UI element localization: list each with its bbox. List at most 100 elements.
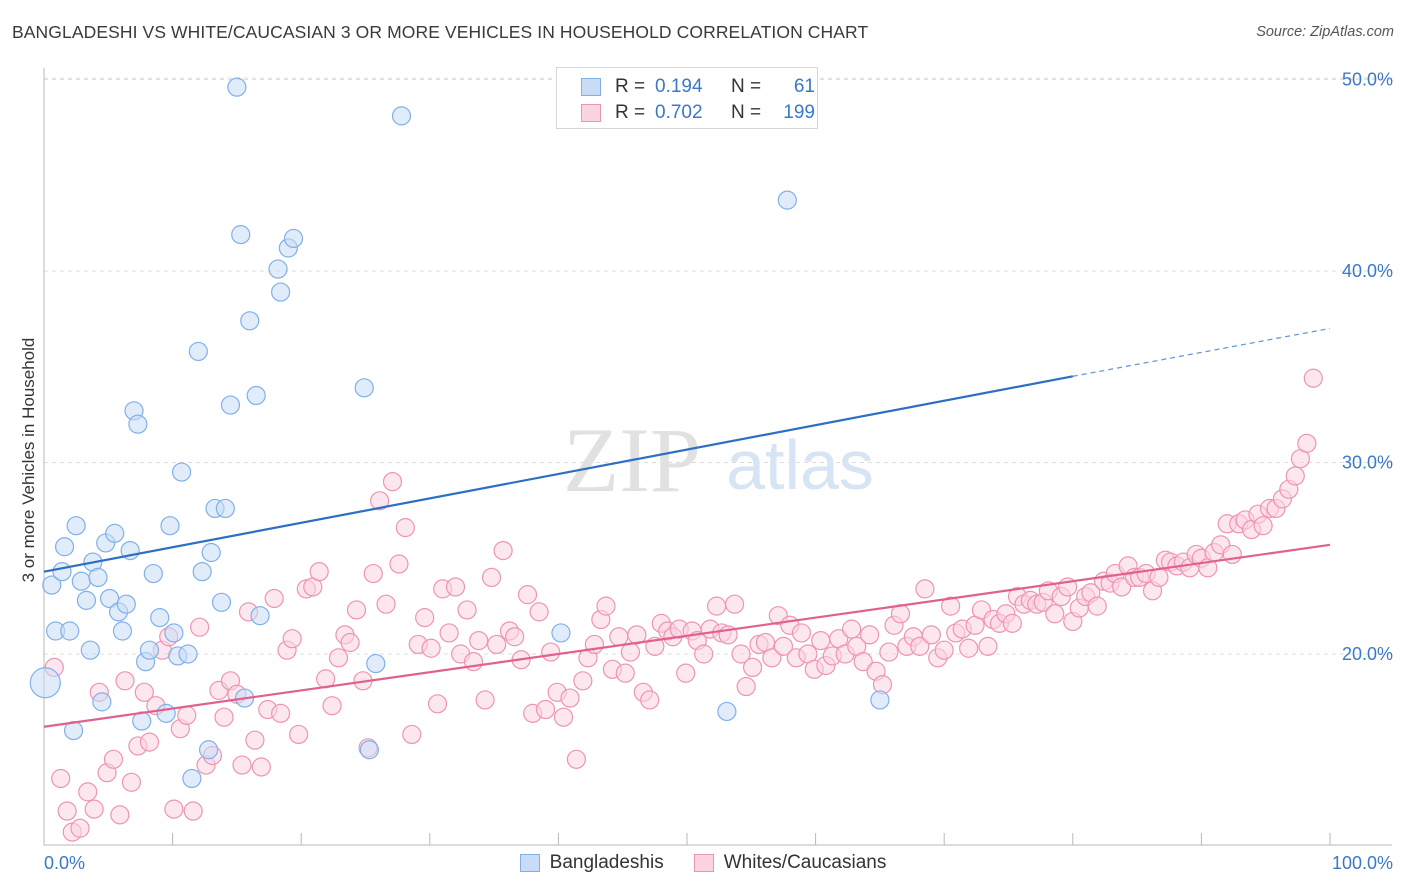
data-point <box>445 577 466 597</box>
data-point <box>777 190 797 210</box>
data-point <box>376 594 396 614</box>
data-point <box>1285 466 1305 486</box>
data-point <box>29 667 61 699</box>
data-point <box>870 690 890 710</box>
data-point <box>1002 613 1022 633</box>
data-point <box>110 805 130 825</box>
watermark: ZIP atlas <box>563 409 874 511</box>
data-point <box>553 707 574 727</box>
stats-legend: R = 0.194 N = 61 R = 0.702 N = 199 <box>556 67 818 129</box>
data-point <box>596 596 616 616</box>
legend-item-whites[interactable]: Whites/Caucasians <box>693 852 887 874</box>
data-point <box>164 623 184 643</box>
data-point <box>80 640 100 660</box>
data-point <box>340 632 360 653</box>
data-point <box>42 575 62 595</box>
data-point <box>541 642 561 662</box>
data-point <box>250 606 270 626</box>
stats-swatch-whites <box>581 104 601 122</box>
data-point <box>860 625 880 645</box>
data-point <box>220 395 241 415</box>
data-point <box>139 732 160 752</box>
data-point <box>493 540 513 561</box>
data-point <box>706 596 727 616</box>
data-point <box>560 688 580 708</box>
data-point <box>150 608 170 628</box>
y-tick-labels: 20.0% 30.0% 40.0% 50.0% <box>1342 70 1393 665</box>
data-point <box>934 640 954 660</box>
data-point <box>1297 433 1317 453</box>
data-point <box>60 621 80 641</box>
data-point <box>427 694 448 714</box>
watermark-atlas: atlas <box>726 426 874 504</box>
data-point <box>354 378 374 398</box>
data-point <box>469 630 489 651</box>
data-point <box>382 472 403 492</box>
data-point <box>282 629 302 649</box>
chart-title: BANGLADESHI VS WHITE/CAUCASIAN 3 OR MORE… <box>12 22 869 42</box>
data-point <box>328 648 349 668</box>
legend-swatch-whites <box>693 854 714 872</box>
data-point <box>121 772 142 792</box>
y-tick-label: 40.0% <box>1342 261 1393 281</box>
data-point <box>156 703 176 723</box>
data-point <box>289 724 309 745</box>
data-point <box>402 724 422 745</box>
data-point <box>264 588 284 609</box>
data-point <box>283 228 304 249</box>
legend-label-bangladeshis: Bangladeshis <box>549 852 664 873</box>
data-point <box>573 671 593 691</box>
data-point <box>853 652 873 672</box>
data-point <box>182 768 202 789</box>
data-point <box>389 554 409 574</box>
stats-row-bangladeshis: R = 0.194 N = 61 <box>581 75 815 99</box>
stats-n-label: N = <box>731 102 762 123</box>
data-point <box>529 602 549 622</box>
data-point <box>227 77 247 97</box>
data-point <box>88 567 108 588</box>
series-legend: Bangladeshis Whites/Caucasians <box>0 852 1406 874</box>
data-point <box>52 562 72 582</box>
data-point <box>76 590 97 610</box>
data-point <box>1222 544 1242 565</box>
data-point <box>363 563 383 584</box>
legend-label-whites: Whites/Caucasians <box>723 852 887 873</box>
data-point <box>192 562 212 582</box>
data-point <box>959 638 979 658</box>
data-point <box>268 259 288 279</box>
data-point <box>115 671 135 691</box>
data-point <box>640 690 660 710</box>
data-point <box>71 571 91 591</box>
data-point <box>481 567 502 588</box>
data-point <box>214 707 234 727</box>
data-point <box>201 542 221 563</box>
data-point <box>370 491 390 511</box>
data-point <box>116 594 136 614</box>
data-point <box>762 648 782 668</box>
data-point <box>78 782 98 802</box>
data-point <box>391 106 412 126</box>
x-tick-label: 0.0% <box>44 853 85 873</box>
stats-row-whites: R = 0.702 N = 199 <box>581 101 815 125</box>
data-point <box>1112 577 1132 597</box>
stats-r-label: R = <box>615 76 646 97</box>
data-point <box>879 642 899 662</box>
data-point <box>188 341 208 362</box>
legend-item-bangladeshis[interactable]: Bangladeshis <box>519 852 664 874</box>
stats-r-label: R = <box>615 102 646 123</box>
data-point <box>99 588 120 609</box>
source-credit: Source: ZipAtlas.com <box>1256 24 1394 40</box>
data-point <box>676 663 696 683</box>
legend-swatch-bangladeshis <box>519 854 540 872</box>
data-point <box>322 696 342 716</box>
data-point <box>199 740 219 760</box>
data-point <box>457 600 477 620</box>
data-point <box>694 644 714 664</box>
data-point <box>128 414 148 434</box>
y-tick-label: 20.0% <box>1342 644 1393 664</box>
trend-line <box>43 543 1331 728</box>
data-point <box>1253 516 1273 536</box>
data-point <box>1045 604 1065 624</box>
data-point <box>211 592 232 612</box>
